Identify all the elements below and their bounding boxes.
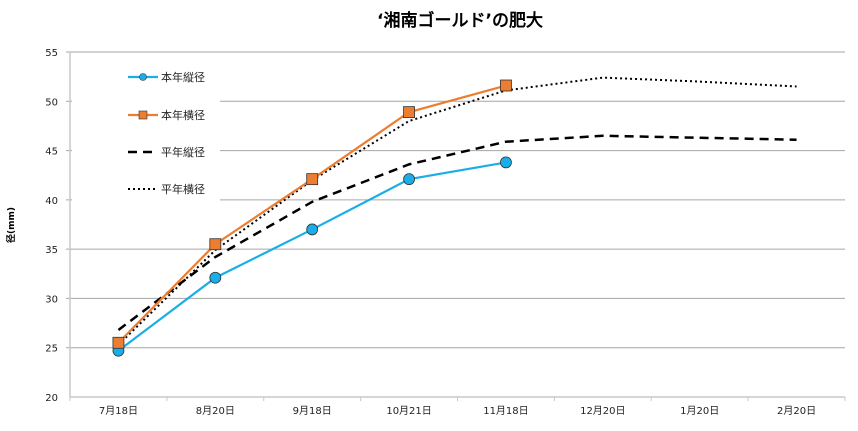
legend-label: 本年横径: [161, 108, 205, 122]
x-tick-label: 12月20日: [580, 405, 625, 417]
y-tick-label: 30: [45, 294, 58, 305]
x-tick-label: 7月18日: [99, 405, 138, 417]
y-tick-label: 50: [45, 97, 58, 108]
y-tick-label: 45: [45, 147, 58, 158]
x-tick-label: 8月20日: [196, 405, 235, 417]
data-point-square: [112, 336, 125, 349]
data-point-square: [209, 238, 222, 251]
x-tick-label: 11月18日: [483, 405, 528, 417]
data-point-circle: [403, 173, 415, 186]
y-tick-label: 25: [45, 344, 58, 355]
data-point-square: [403, 106, 415, 119]
data-point-circle: [306, 223, 319, 236]
legend-marker-circle: [139, 73, 147, 81]
y-tick-label: 35: [45, 245, 58, 256]
legend-box: [72, 61, 220, 215]
x-tick-label: 9月18日: [293, 405, 332, 417]
x-tick-label: 2月20日: [777, 405, 816, 417]
legend-label: 本年縦径: [161, 70, 205, 84]
data-point-circle: [209, 271, 222, 284]
legend-marker-square: [138, 110, 148, 120]
series-line: [117, 76, 797, 346]
y-axis-label: 径(mm): [5, 207, 17, 243]
legend-label: 平年横径: [161, 182, 205, 196]
legend-label: 平年縦径: [161, 145, 205, 159]
x-tick-label: 1月20日: [680, 405, 719, 417]
x-tick-label: 10月21日: [386, 405, 431, 417]
y-tick-label: 20: [45, 393, 58, 404]
data-point-square: [500, 79, 512, 92]
data-point-square: [306, 173, 319, 186]
y-tick-label: 55: [45, 48, 58, 59]
chart-title: ‘湘南ゴールド’の肥大: [377, 10, 543, 31]
series-line: [117, 134, 797, 331]
y-tick-label: 40: [45, 196, 58, 207]
data-point-circle: [500, 156, 512, 169]
